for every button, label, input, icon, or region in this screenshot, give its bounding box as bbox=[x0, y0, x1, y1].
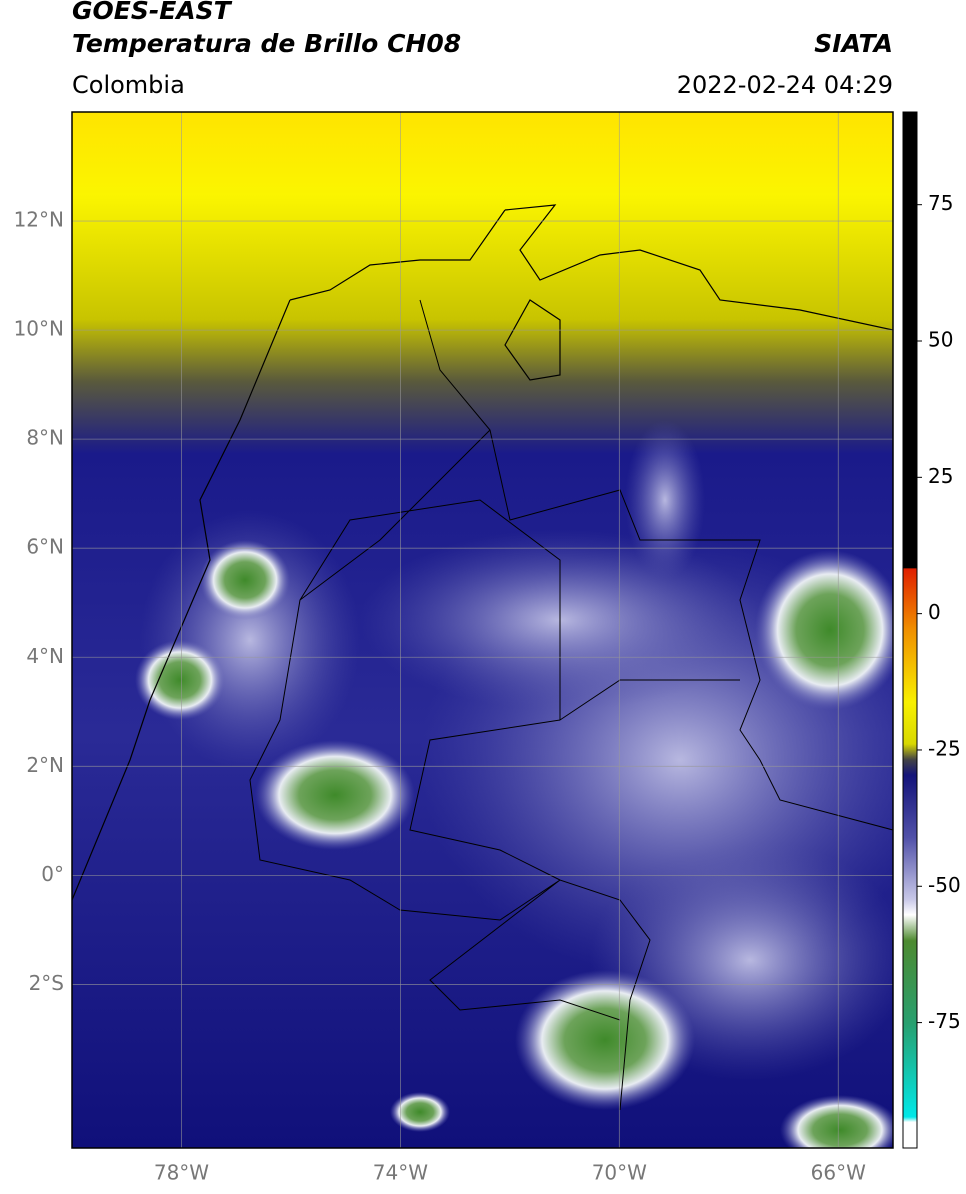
lat-tick-label: 0° bbox=[41, 862, 64, 886]
colorbar-tick-label: -50 bbox=[928, 873, 961, 897]
lon-tick-label: 74°W bbox=[373, 1161, 428, 1185]
colorbar-tick-label: -75 bbox=[928, 1009, 961, 1033]
lat-tick-label: 10°N bbox=[14, 317, 64, 341]
colorbar-tick-label: 50 bbox=[928, 328, 953, 352]
lat-tick-label: 2°N bbox=[26, 753, 64, 777]
graticule bbox=[72, 112, 893, 1148]
datetime: 2022-02-24 04:29 bbox=[677, 71, 893, 99]
lon-tick-label: 78°W bbox=[154, 1161, 209, 1185]
lat-tick-label: 12°N bbox=[14, 208, 64, 232]
colorbar-tick-label: 25 bbox=[928, 464, 953, 488]
colorbar bbox=[902, 111, 918, 1149]
satellite-image bbox=[72, 112, 893, 1148]
title: GOES-EAST bbox=[72, 0, 233, 25]
colorbar-tick-label: 0 bbox=[928, 600, 941, 624]
map-frame bbox=[71, 111, 894, 1149]
region: Colombia bbox=[72, 71, 185, 99]
lat-tick-label: 8°N bbox=[26, 426, 64, 450]
colorbar-tick-label: 75 bbox=[928, 191, 953, 215]
lat-tick-label: 2°S bbox=[29, 971, 64, 995]
lon-tick-label: 66°W bbox=[811, 1161, 866, 1185]
subtitle: Temperatura de Brillo CH08 bbox=[72, 29, 461, 58]
lat-tick-label: 4°N bbox=[26, 644, 64, 668]
lat-tick-label: 6°N bbox=[26, 535, 64, 559]
lon-tick-label: 70°W bbox=[592, 1161, 647, 1185]
colorbar-tick-label: -25 bbox=[928, 736, 961, 760]
source: SIATA bbox=[814, 29, 893, 58]
